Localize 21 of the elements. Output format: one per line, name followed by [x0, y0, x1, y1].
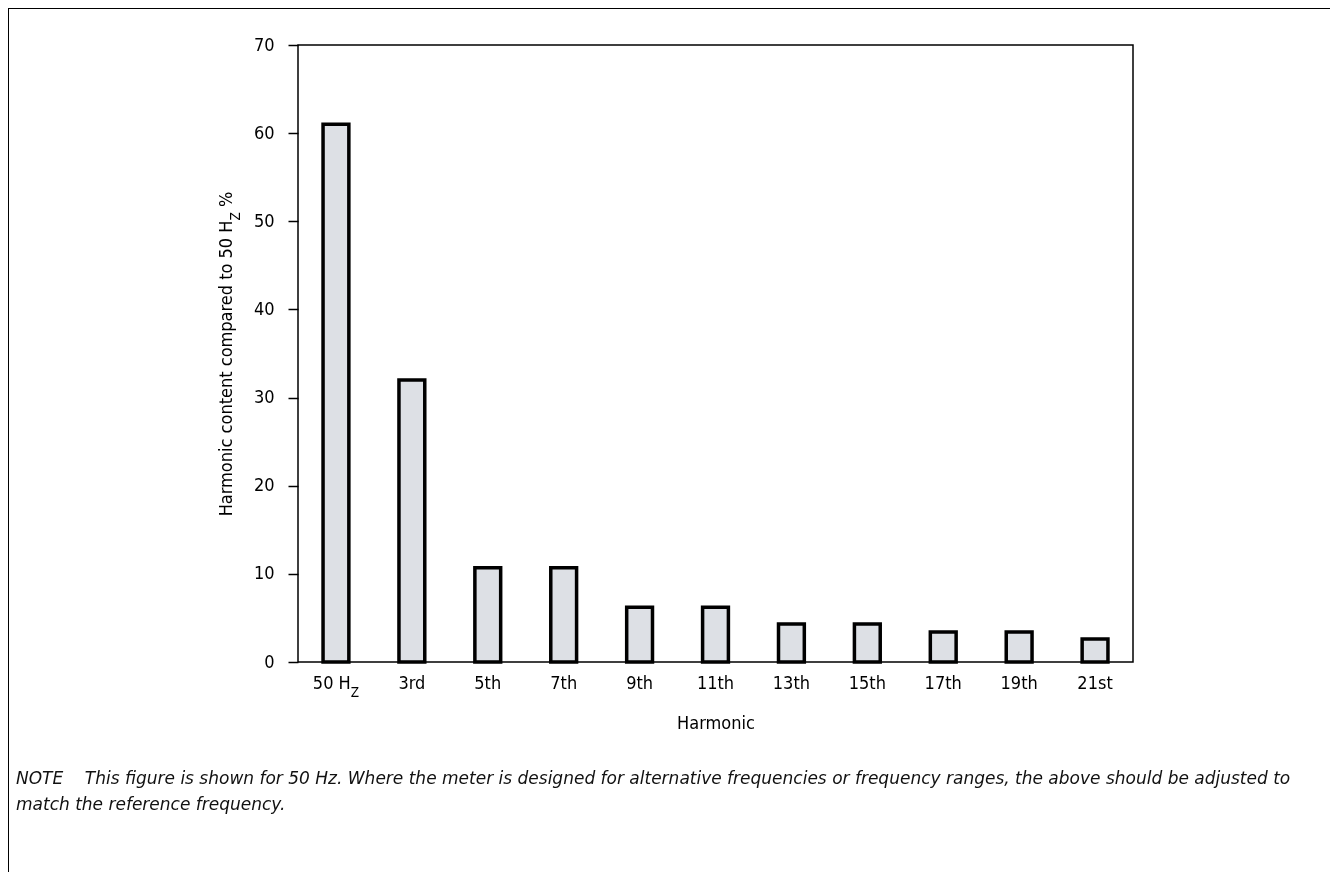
- x-tick-label: 15th: [848, 671, 886, 693]
- x-tick-label: 13th: [772, 671, 811, 693]
- y-tick-label: 10: [253, 562, 275, 584]
- y-tick-label: 40: [253, 297, 275, 319]
- x-tick-label: 7th: [550, 671, 578, 693]
- x-tick-label: 5th: [474, 671, 502, 693]
- x-tick-label: 3rd: [398, 671, 426, 693]
- y-tick-label: 70: [253, 33, 275, 55]
- y-tick-label: 0: [264, 650, 275, 672]
- x-tick-label: 11th: [696, 671, 735, 693]
- x-tick-label: 21st: [1077, 671, 1113, 693]
- y-tick-label: 60: [253, 121, 275, 143]
- x-tick-label: 9th: [626, 671, 654, 693]
- x-axis-title: Harmonic: [677, 711, 755, 733]
- x-tick-label: 17th: [924, 671, 962, 693]
- x-tick-label: 50 H$_{Z}$: [312, 671, 360, 700]
- y-tick-label: 30: [253, 386, 275, 408]
- y-tick-label: 20: [253, 474, 275, 496]
- y-tick-label: 50: [253, 209, 275, 231]
- text: NOTE This figure is shown for 50 Hz. Where the meter is designed for alternative frequencies or frequency ranges, the above should be adjusted to match the reference frequency.: [16, 767, 1292, 816]
- x-tick-label: 19th: [1000, 671, 1038, 693]
